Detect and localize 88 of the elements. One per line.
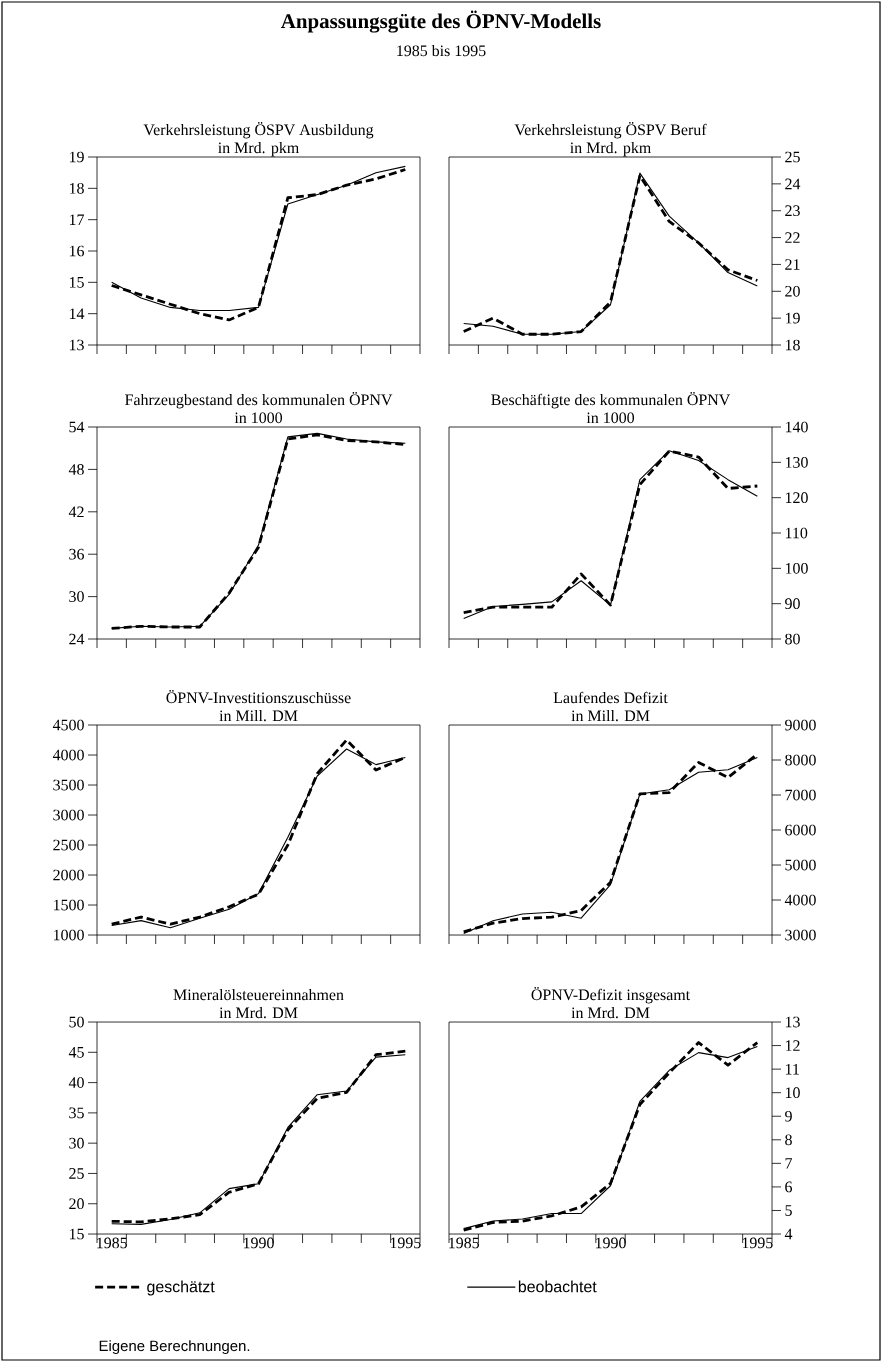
y-tick-label: 18 [785, 339, 800, 351]
chart-subtitle: in Mrd. DM [219, 1006, 298, 1019]
y-tick-label: 3000 [53, 809, 84, 821]
y-tick-label: 24 [69, 633, 85, 645]
y-tick-label: 4 [784, 1228, 793, 1240]
y-tick-label: 2500 [53, 839, 84, 851]
x-tick-label: 1990 [243, 1237, 274, 1249]
y-tick-label: 18 [69, 182, 84, 194]
y-tick-label: 9000 [785, 719, 816, 731]
y-tick-label: 6000 [785, 824, 816, 836]
chart-title: Fahrzeugbestand des kommunalen ÖPNV [125, 392, 393, 409]
y-tick-label: 45 [68, 1046, 84, 1058]
legend-label: beobachtet [518, 1280, 597, 1293]
chart-title: Mineralölsteuereinnahmen [173, 988, 344, 1001]
y-tick-label: 30 [69, 1137, 84, 1149]
y-tick-label: 90 [785, 598, 800, 610]
chart-title: Laufendes Defizit [553, 691, 668, 704]
y-tick-label: 35 [69, 1107, 84, 1119]
y-tick-label: 3500 [53, 779, 84, 791]
y-tick-label: 14 [69, 308, 85, 319]
y-tick-label: 9 [785, 1110, 792, 1122]
y-tick-label: 7 [785, 1158, 793, 1169]
chart-subtitle: in 1000 [234, 412, 283, 424]
chart-subtitle: in Mill. DM [571, 709, 650, 722]
y-tick-label: 30 [69, 591, 84, 602]
chart-title: ÖPNV-Defizit insgesamt [531, 987, 691, 1004]
y-tick-label: 13 [785, 1016, 800, 1028]
y-tick-label: 8000 [785, 754, 816, 766]
y-tick-label: 42 [68, 506, 84, 518]
y-tick-label: 22 [785, 232, 800, 243]
chart-subtitle: in Mrd. DM [571, 1006, 650, 1019]
y-tick-label: 5000 [785, 859, 816, 871]
y-tick-label: 36 [69, 548, 85, 560]
y-tick-label: 13 [69, 339, 84, 351]
y-tick-label: 25 [785, 151, 800, 163]
y-tick-label: 24 [785, 178, 801, 190]
y-tick-label: 19 [785, 312, 800, 324]
y-tick-label: 3000 [785, 929, 816, 941]
chart-subtitle: in Mrd. pkm [570, 141, 651, 157]
y-tick-label: 19 [69, 151, 84, 163]
y-tick-label: 16 [69, 245, 85, 257]
y-tick-label: 17 [69, 214, 85, 225]
chart-title: Beschäftigte des kommunalen ÖPNV [491, 392, 731, 409]
y-tick-label: 1500 [54, 899, 84, 911]
y-tick-label: 21 [785, 259, 800, 270]
text: Anpassungsgüte des ÖPNV-Modells [280, 10, 601, 33]
y-tick-label: 120 [785, 492, 808, 504]
y-tick-label: 48 [68, 464, 84, 475]
y-tick-label: 23 [785, 205, 800, 217]
x-tick-label: 1990 [595, 1237, 626, 1249]
x-tick-label: 1995 [742, 1237, 773, 1249]
y-tick-label: 20 [785, 285, 800, 297]
y-tick-label: 100 [785, 562, 808, 574]
y-tick-label: 2000 [53, 869, 84, 881]
text: Eigene Berechnungen. [99, 1340, 250, 1355]
chart-subtitle: in Mill. DM [219, 709, 298, 722]
chart-title: Verkehrsleistung ÖSPV Ausbildung [143, 122, 374, 139]
y-tick-label: 6 [785, 1181, 793, 1193]
y-tick-label: 20 [69, 1198, 84, 1210]
y-tick-label: 80 [785, 633, 800, 645]
y-tick-label: 12 [785, 1040, 800, 1051]
x-tick-label: 1995 [390, 1237, 421, 1249]
y-tick-label: 4000 [784, 894, 816, 906]
y-tick-label: 8 [785, 1134, 792, 1146]
y-tick-label: 50 [69, 1016, 84, 1028]
y-tick-label: 4500 [52, 719, 84, 731]
chart-subtitle: in 1000 [586, 412, 635, 424]
y-tick-label: 54 [69, 421, 85, 433]
chart-title: Verkehrsleistung ÖSPV Beruf [514, 122, 707, 139]
y-tick-label: 15 [69, 1228, 84, 1240]
y-tick-label: 40 [68, 1077, 84, 1088]
y-tick-label: 130 [785, 456, 808, 468]
y-tick-label: 15 [69, 277, 84, 288]
y-tick-label: 110 [785, 527, 808, 539]
chart-title: ÖPNV-Investitionszuschüsse [166, 690, 351, 704]
legend-label: geschätzt [147, 1280, 215, 1296]
y-tick-label: 11 [785, 1063, 799, 1075]
x-tick-label: 1985 [449, 1237, 480, 1249]
y-tick-label: 5 [785, 1205, 792, 1216]
y-tick-label: 4000 [52, 749, 84, 761]
y-tick-label: 25 [69, 1168, 84, 1179]
chart-subtitle: in Mrd. pkm [218, 141, 299, 157]
text: 1985 bis 1995 [397, 44, 486, 57]
y-tick-label: 140 [785, 421, 808, 433]
y-tick-label: 7000 [785, 789, 816, 801]
y-tick-label: 10 [785, 1087, 800, 1099]
x-tick-label: 1985 [97, 1237, 127, 1249]
y-tick-label: 1000 [54, 929, 84, 941]
